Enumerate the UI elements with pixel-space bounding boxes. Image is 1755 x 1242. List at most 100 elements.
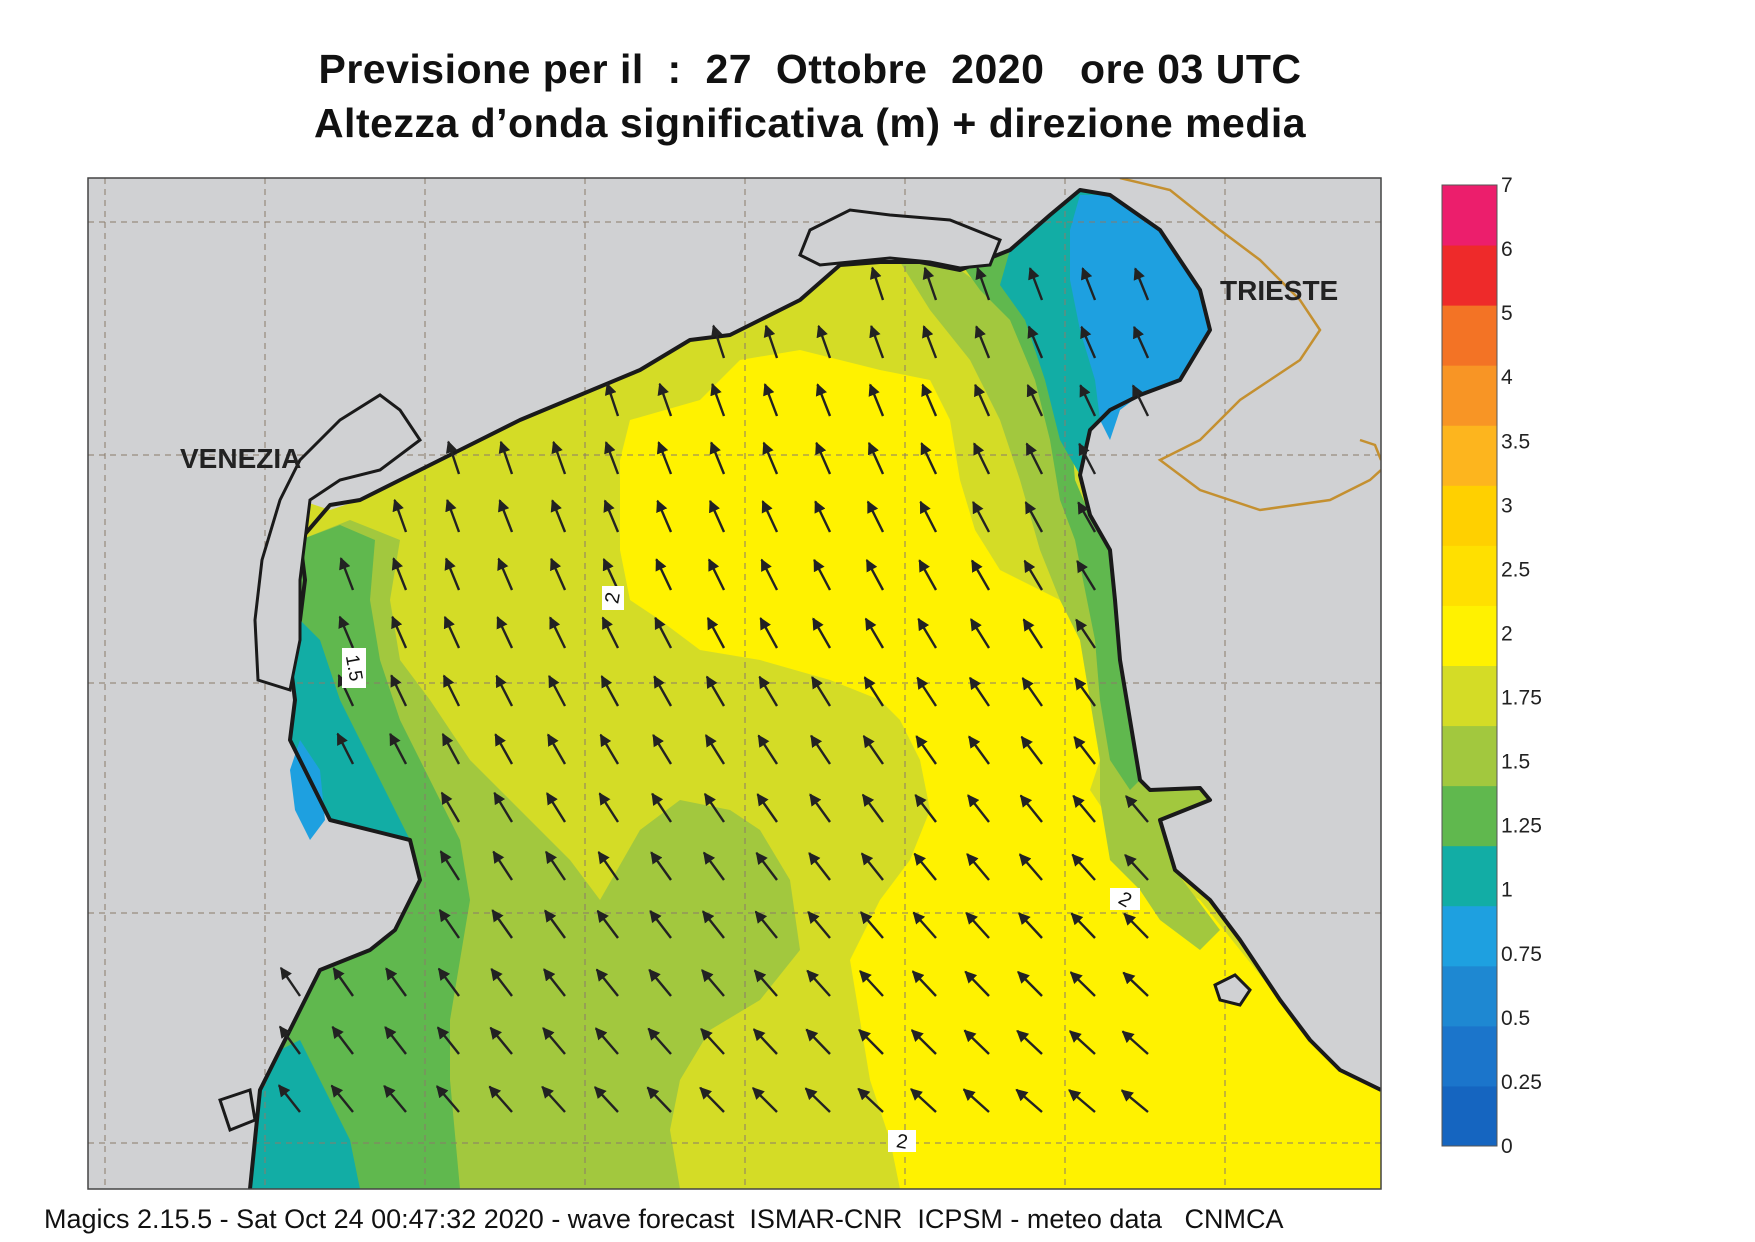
wave-arrow — [752, 1028, 778, 1055]
wave-arrow — [974, 325, 991, 359]
wave-arrow — [496, 616, 514, 649]
wave-arrow — [437, 967, 460, 997]
wave-arrow — [655, 558, 673, 591]
wave-arrow — [761, 500, 779, 533]
wave-arrow — [602, 558, 620, 591]
wave-arrow — [706, 616, 726, 649]
wave-arrow — [869, 324, 885, 359]
colorbar-band — [1442, 545, 1497, 606]
wave-arrow — [1026, 384, 1044, 417]
wave-arrow — [809, 793, 831, 823]
wave-arrow — [916, 676, 938, 707]
wave-arrow — [702, 851, 725, 881]
wave-arrow — [438, 909, 460, 939]
wave-arrow — [435, 1085, 460, 1113]
wave-arrow — [815, 383, 832, 417]
map-frame — [87, 177, 1382, 1190]
wave-arrow — [969, 676, 990, 707]
wave-arrow — [391, 557, 408, 591]
wave-arrow — [599, 733, 620, 765]
wave-arrow — [1070, 912, 1096, 939]
wave-arrow — [493, 791, 514, 823]
wave-arrow — [1076, 559, 1097, 591]
band-2-2.5 — [620, 350, 1381, 1189]
wave-direction-arrows — [277, 266, 1150, 1113]
wave-arrow — [962, 1088, 990, 1113]
wave-arrow — [863, 676, 885, 707]
colorbar-band — [1442, 725, 1497, 787]
wave-arrow — [600, 675, 620, 707]
wave-arrow — [1021, 677, 1043, 707]
wave-arrow — [646, 1086, 672, 1113]
colorbar-band — [1442, 785, 1497, 847]
wave-arrow — [922, 325, 938, 359]
wave-arrow — [597, 851, 619, 881]
border-line-2 — [1359, 438, 1381, 461]
wave-arrow — [705, 675, 726, 707]
wave-arrow — [551, 440, 567, 475]
colorbar-band — [1442, 965, 1497, 1027]
city-label-trieste: TRIESTE — [1220, 275, 1338, 306]
wave-arrow — [594, 1027, 619, 1055]
island-east — [1213, 973, 1252, 1007]
graticule — [88, 178, 1381, 1189]
colorbar-tick-label: 3.5 — [1501, 430, 1530, 453]
wave-arrow — [917, 617, 938, 649]
wave-arrow — [1069, 1030, 1096, 1055]
wave-arrow — [865, 559, 885, 591]
wave-arrow — [1079, 384, 1097, 417]
wave-arrow — [701, 910, 725, 939]
wave-arrow — [1078, 442, 1097, 475]
wave-arrow — [439, 850, 461, 881]
wave-arrow — [815, 441, 832, 475]
wave-arrow — [910, 1088, 937, 1113]
colorbar-tick-label: 6 — [1501, 238, 1513, 261]
colorbar-tick-label: 0 — [1501, 1135, 1513, 1158]
wave-arrow — [709, 441, 726, 475]
svg-text:2: 2 — [601, 591, 625, 606]
colorbar-band — [1442, 365, 1497, 426]
wave-arrow — [1017, 971, 1043, 997]
wave-arrow — [804, 1087, 831, 1113]
wave-arrow — [1069, 971, 1096, 997]
wave-arrow — [1072, 794, 1096, 823]
wave-arrow — [704, 734, 726, 765]
colorbar-band — [1442, 845, 1497, 907]
wave-arrow — [862, 735, 884, 765]
wave-arrow — [757, 734, 779, 765]
svg-text:1.5: 1.5 — [341, 653, 366, 683]
colorbar-tick-label: 1.75 — [1501, 687, 1542, 710]
wave-arrow — [647, 1027, 672, 1055]
band-0.75-1 — [1070, 195, 1210, 440]
wave-arrow — [972, 500, 991, 533]
colorbar-band — [1442, 605, 1497, 666]
wave-arrow — [489, 1026, 513, 1055]
wave-arrow — [763, 324, 779, 359]
wave-arrow — [653, 675, 673, 707]
wave-arrow — [542, 1027, 566, 1055]
wave-arrow — [1120, 1089, 1149, 1113]
wave-arrow — [332, 967, 354, 997]
colorbar-tick-label: 1.5 — [1501, 751, 1530, 774]
wave-arrow — [1080, 267, 1097, 301]
wave-arrow — [1024, 501, 1044, 533]
wave-arrow — [1020, 735, 1043, 765]
wave-arrow — [867, 441, 885, 475]
wave-arrow — [866, 500, 885, 533]
wave-arrow — [1019, 794, 1043, 823]
wave-arrow — [596, 909, 619, 939]
wave-arrow — [656, 441, 673, 475]
wave-arrow — [390, 674, 408, 707]
wave-arrow — [1018, 853, 1043, 881]
wave-arrow — [494, 733, 514, 765]
colorbar-tick-label: 2.5 — [1501, 558, 1530, 581]
wave-arrow — [1071, 853, 1096, 881]
wave-arrow — [338, 615, 355, 649]
title-line-2: Altezza d’onda significativa (m) + direz… — [313, 100, 1307, 146]
colorbar-tick-label: 3 — [1501, 494, 1513, 517]
wave-arrow — [700, 1028, 725, 1055]
wave-arrow — [1016, 1029, 1043, 1055]
wave-arrow — [1015, 1088, 1043, 1113]
colorbar-band — [1442, 305, 1497, 366]
